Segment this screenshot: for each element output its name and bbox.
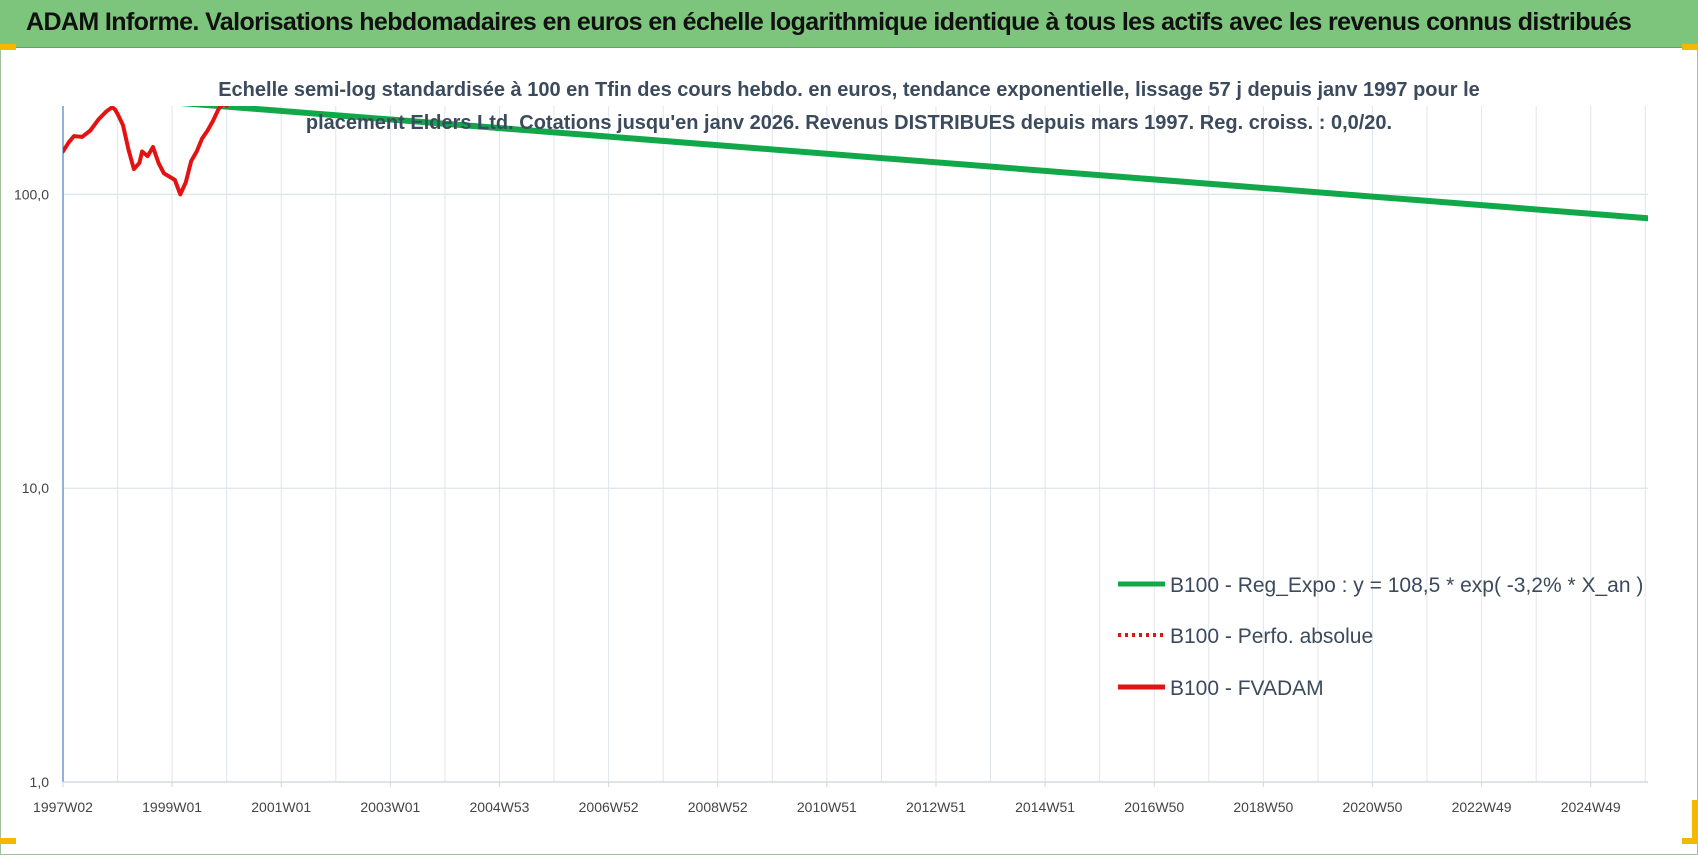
corner-mark-bottom-right-h: [1682, 838, 1698, 844]
x-tick-label: 2004W53: [470, 799, 530, 815]
x-tick-label: 1997W02: [33, 799, 93, 815]
y-tick-label: 1,0: [30, 774, 50, 790]
x-tick-label: 2014W51: [1015, 799, 1075, 815]
corner-mark-top-right: [1682, 44, 1698, 50]
y-tick-label: 100,0: [14, 186, 49, 202]
tick-labels: 1,0 10,0 100,0 1997W02 1999W01 2001W01 2003W01…: [14, 186, 1621, 815]
header-bar: ADAM Informe. Valorisations hebdomadaire…: [0, 0, 1698, 48]
x-tick-label: 2016W50: [1124, 799, 1184, 815]
x-tick-label: 2022W49: [1452, 799, 1512, 815]
x-tick-label: 2012W51: [906, 799, 966, 815]
legend: B100 - Reg_Expo : y = 108,5 * exp( -3,2%…: [1118, 574, 1643, 700]
legend-item-fvadam: B100 - FVADAM: [1118, 677, 1324, 700]
grid: [63, 106, 1648, 783]
corner-mark-bottom-left: [0, 838, 16, 844]
x-tick-label: 2024W49: [1561, 799, 1621, 815]
x-tick-label: 2008W52: [688, 799, 748, 815]
legend-item-trend: B100 - Reg_Expo : y = 108,5 * exp( -3,2%…: [1118, 574, 1643, 597]
y-tick-label: 10,0: [22, 480, 49, 496]
x-tick-label: 1999W01: [142, 799, 202, 815]
legend-label-perf-absolue: B100 - Perfo. absolue: [1170, 625, 1373, 648]
x-tick-label: 2006W52: [579, 799, 639, 815]
series-layer: [63, 106, 1648, 222]
corner-mark-bottom-right: [1692, 800, 1698, 844]
page-title: ADAM Informe. Valorisations hebdomadaire…: [26, 8, 1632, 36]
x-tick-label: 2010W51: [797, 799, 857, 815]
legend-label-trend: B100 - Reg_Expo : y = 108,5 * exp( -3,2%…: [1170, 574, 1643, 597]
x-tick-label: 2018W50: [1233, 799, 1293, 815]
series-line-2: [63, 106, 229, 197]
chart-subtitle-line-2: placement Elders Ltd. Cotations jusqu'en…: [306, 112, 1392, 134]
x-tick-label: 2001W01: [251, 799, 311, 815]
corner-mark-top-left: [0, 44, 16, 50]
series-line-0: [180, 106, 1648, 222]
axes: [62, 106, 1648, 787]
x-tick-label: 2020W50: [1342, 799, 1402, 815]
x-tick-label: 2003W01: [360, 799, 420, 815]
chart-subtitle-line-1: Echelle semi-log standardisée à 100 en T…: [218, 79, 1480, 101]
legend-label-fvadam: B100 - FVADAM: [1170, 677, 1324, 700]
legend-item-perf-absolue: B100 - Perfo. absolue: [1118, 625, 1373, 648]
